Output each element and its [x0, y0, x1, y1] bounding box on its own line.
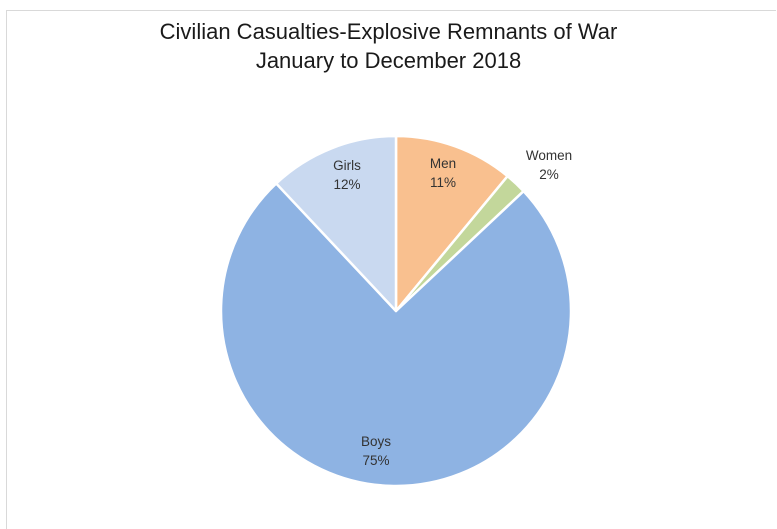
data-label-women: Women 2% — [526, 148, 572, 182]
pie-slice-men — [394, 134, 509, 313]
chart-title: Civilian Casualties-Explosive Remnants o… — [0, 17, 777, 75]
pie-slices — [219, 134, 573, 488]
chart-title-line-2: January to December 2018 — [255, 48, 522, 73]
pie-slice-girls — [274, 134, 398, 313]
pie-labels: Men 11% Women 2% Boys 75% Girls 12% — [333, 148, 572, 468]
data-label-men: Men 11% — [430, 156, 456, 190]
data-label-girls: Girls 12% — [333, 158, 361, 192]
data-label-boys: Boys 75% — [361, 434, 391, 468]
pie-slice-boys — [219, 182, 573, 488]
chart-title-line-1: Civilian Casualties-Explosive Remnants o… — [159, 19, 618, 44]
